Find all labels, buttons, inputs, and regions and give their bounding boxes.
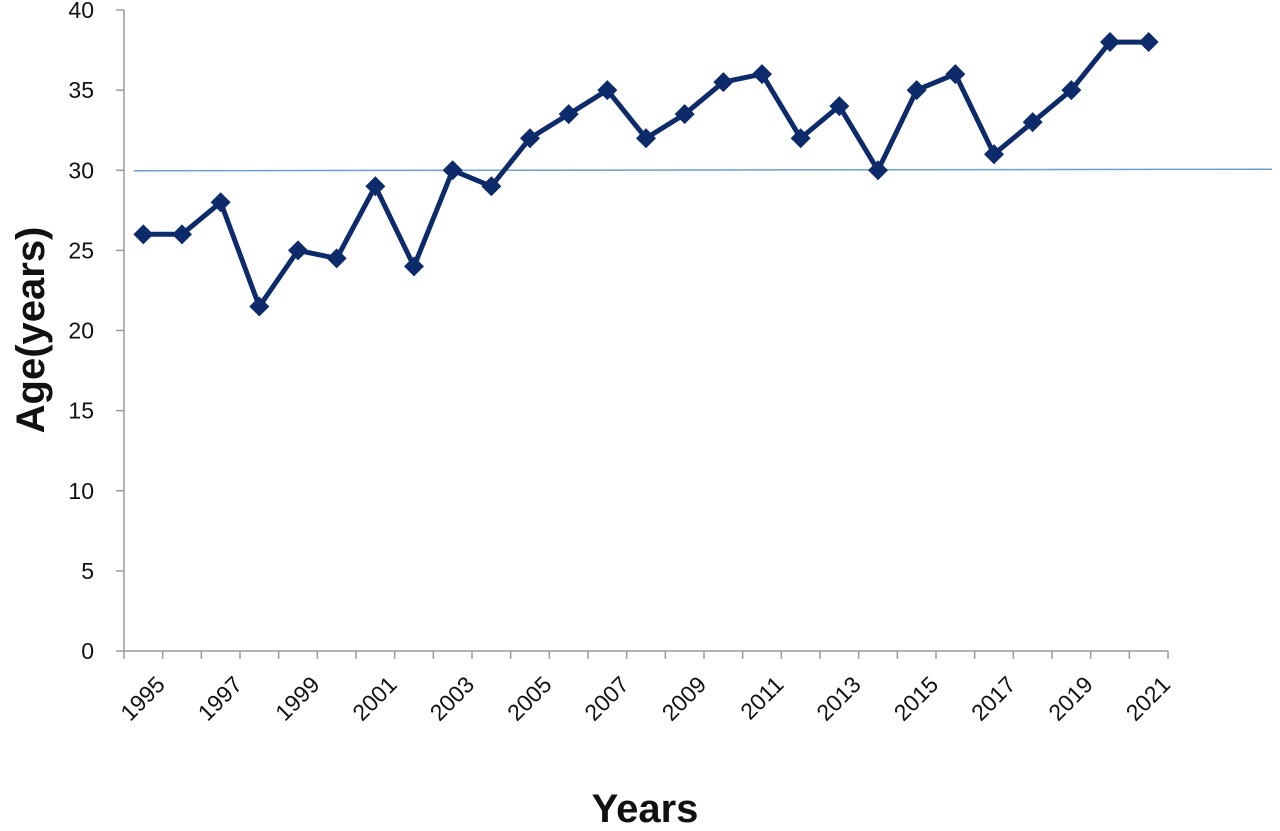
data-point-marker xyxy=(984,144,1004,165)
data-point-marker xyxy=(597,80,618,101)
x-tick-label: 2019 xyxy=(1043,671,1098,726)
data-point-marker xyxy=(558,104,579,125)
x-tick-label: 2005 xyxy=(502,671,557,726)
x-tick-label: 1995 xyxy=(115,671,170,726)
x-tick-label: 2001 xyxy=(347,671,402,726)
data-point-marker xyxy=(1061,80,1082,101)
x-tick-label: 1997 xyxy=(193,671,248,726)
data-point-marker xyxy=(520,128,540,149)
data-point-marker xyxy=(1022,112,1043,133)
y-tick-label: 5 xyxy=(81,558,94,584)
data-point-marker xyxy=(481,176,502,197)
data-point-marker xyxy=(1138,32,1159,53)
x-axis: 1995 1997 1999 2001 2003 2005 2007 2009 2011 2013… xyxy=(115,650,1176,726)
data-point-marker xyxy=(713,72,734,93)
y-tick-label: 25 xyxy=(68,237,94,263)
data-point-marker xyxy=(636,128,656,149)
x-tick-label: 2007 xyxy=(579,671,634,726)
data-point-marker xyxy=(868,160,888,181)
reference-line xyxy=(133,168,1273,172)
series-group xyxy=(133,32,1159,317)
x-tick-label: 2013 xyxy=(811,671,866,726)
x-axis-title: Years xyxy=(592,787,699,831)
data-point-marker xyxy=(210,192,231,213)
y-tick-label: 15 xyxy=(68,398,94,424)
y-tick-label: 0 xyxy=(81,638,94,664)
data-point-marker xyxy=(249,296,270,317)
x-tick-label: 1999 xyxy=(270,671,325,726)
y-tick-label: 35 xyxy=(68,77,94,103)
x-tick-label: 2009 xyxy=(657,671,712,726)
data-point-marker xyxy=(906,80,927,101)
data-point-marker xyxy=(752,64,772,85)
y-tick-label: 20 xyxy=(68,318,94,344)
data-point-marker xyxy=(1100,32,1120,53)
data-point-marker xyxy=(829,96,850,117)
y-tick-label: 30 xyxy=(68,157,94,183)
x-tick-label: 2015 xyxy=(889,671,944,726)
data-point-marker xyxy=(945,64,966,85)
y-axis-title: Age(years) xyxy=(9,227,53,434)
y-tick-label: 10 xyxy=(68,478,94,504)
x-tick-label: 2017 xyxy=(966,671,1021,726)
data-point-marker xyxy=(326,248,347,269)
y-axis: 0 5 10 15 20 25 30 35 40 xyxy=(68,0,125,664)
data-point-marker xyxy=(674,104,695,125)
x-tick-label: 2011 xyxy=(735,671,788,724)
data-point-marker xyxy=(442,160,463,181)
x-tick-label: 2003 xyxy=(425,671,480,726)
data-point-marker xyxy=(288,240,308,261)
data-point-marker xyxy=(790,128,811,149)
x-tick-label: 2021 xyxy=(1121,671,1176,726)
data-point-marker xyxy=(172,224,192,245)
series-line xyxy=(140,39,1152,309)
data-point-marker xyxy=(133,224,154,245)
y-tick-label: 40 xyxy=(68,0,94,23)
reference-line-group xyxy=(133,168,1273,172)
data-point-marker xyxy=(404,256,424,277)
data-point-marker xyxy=(365,176,386,197)
